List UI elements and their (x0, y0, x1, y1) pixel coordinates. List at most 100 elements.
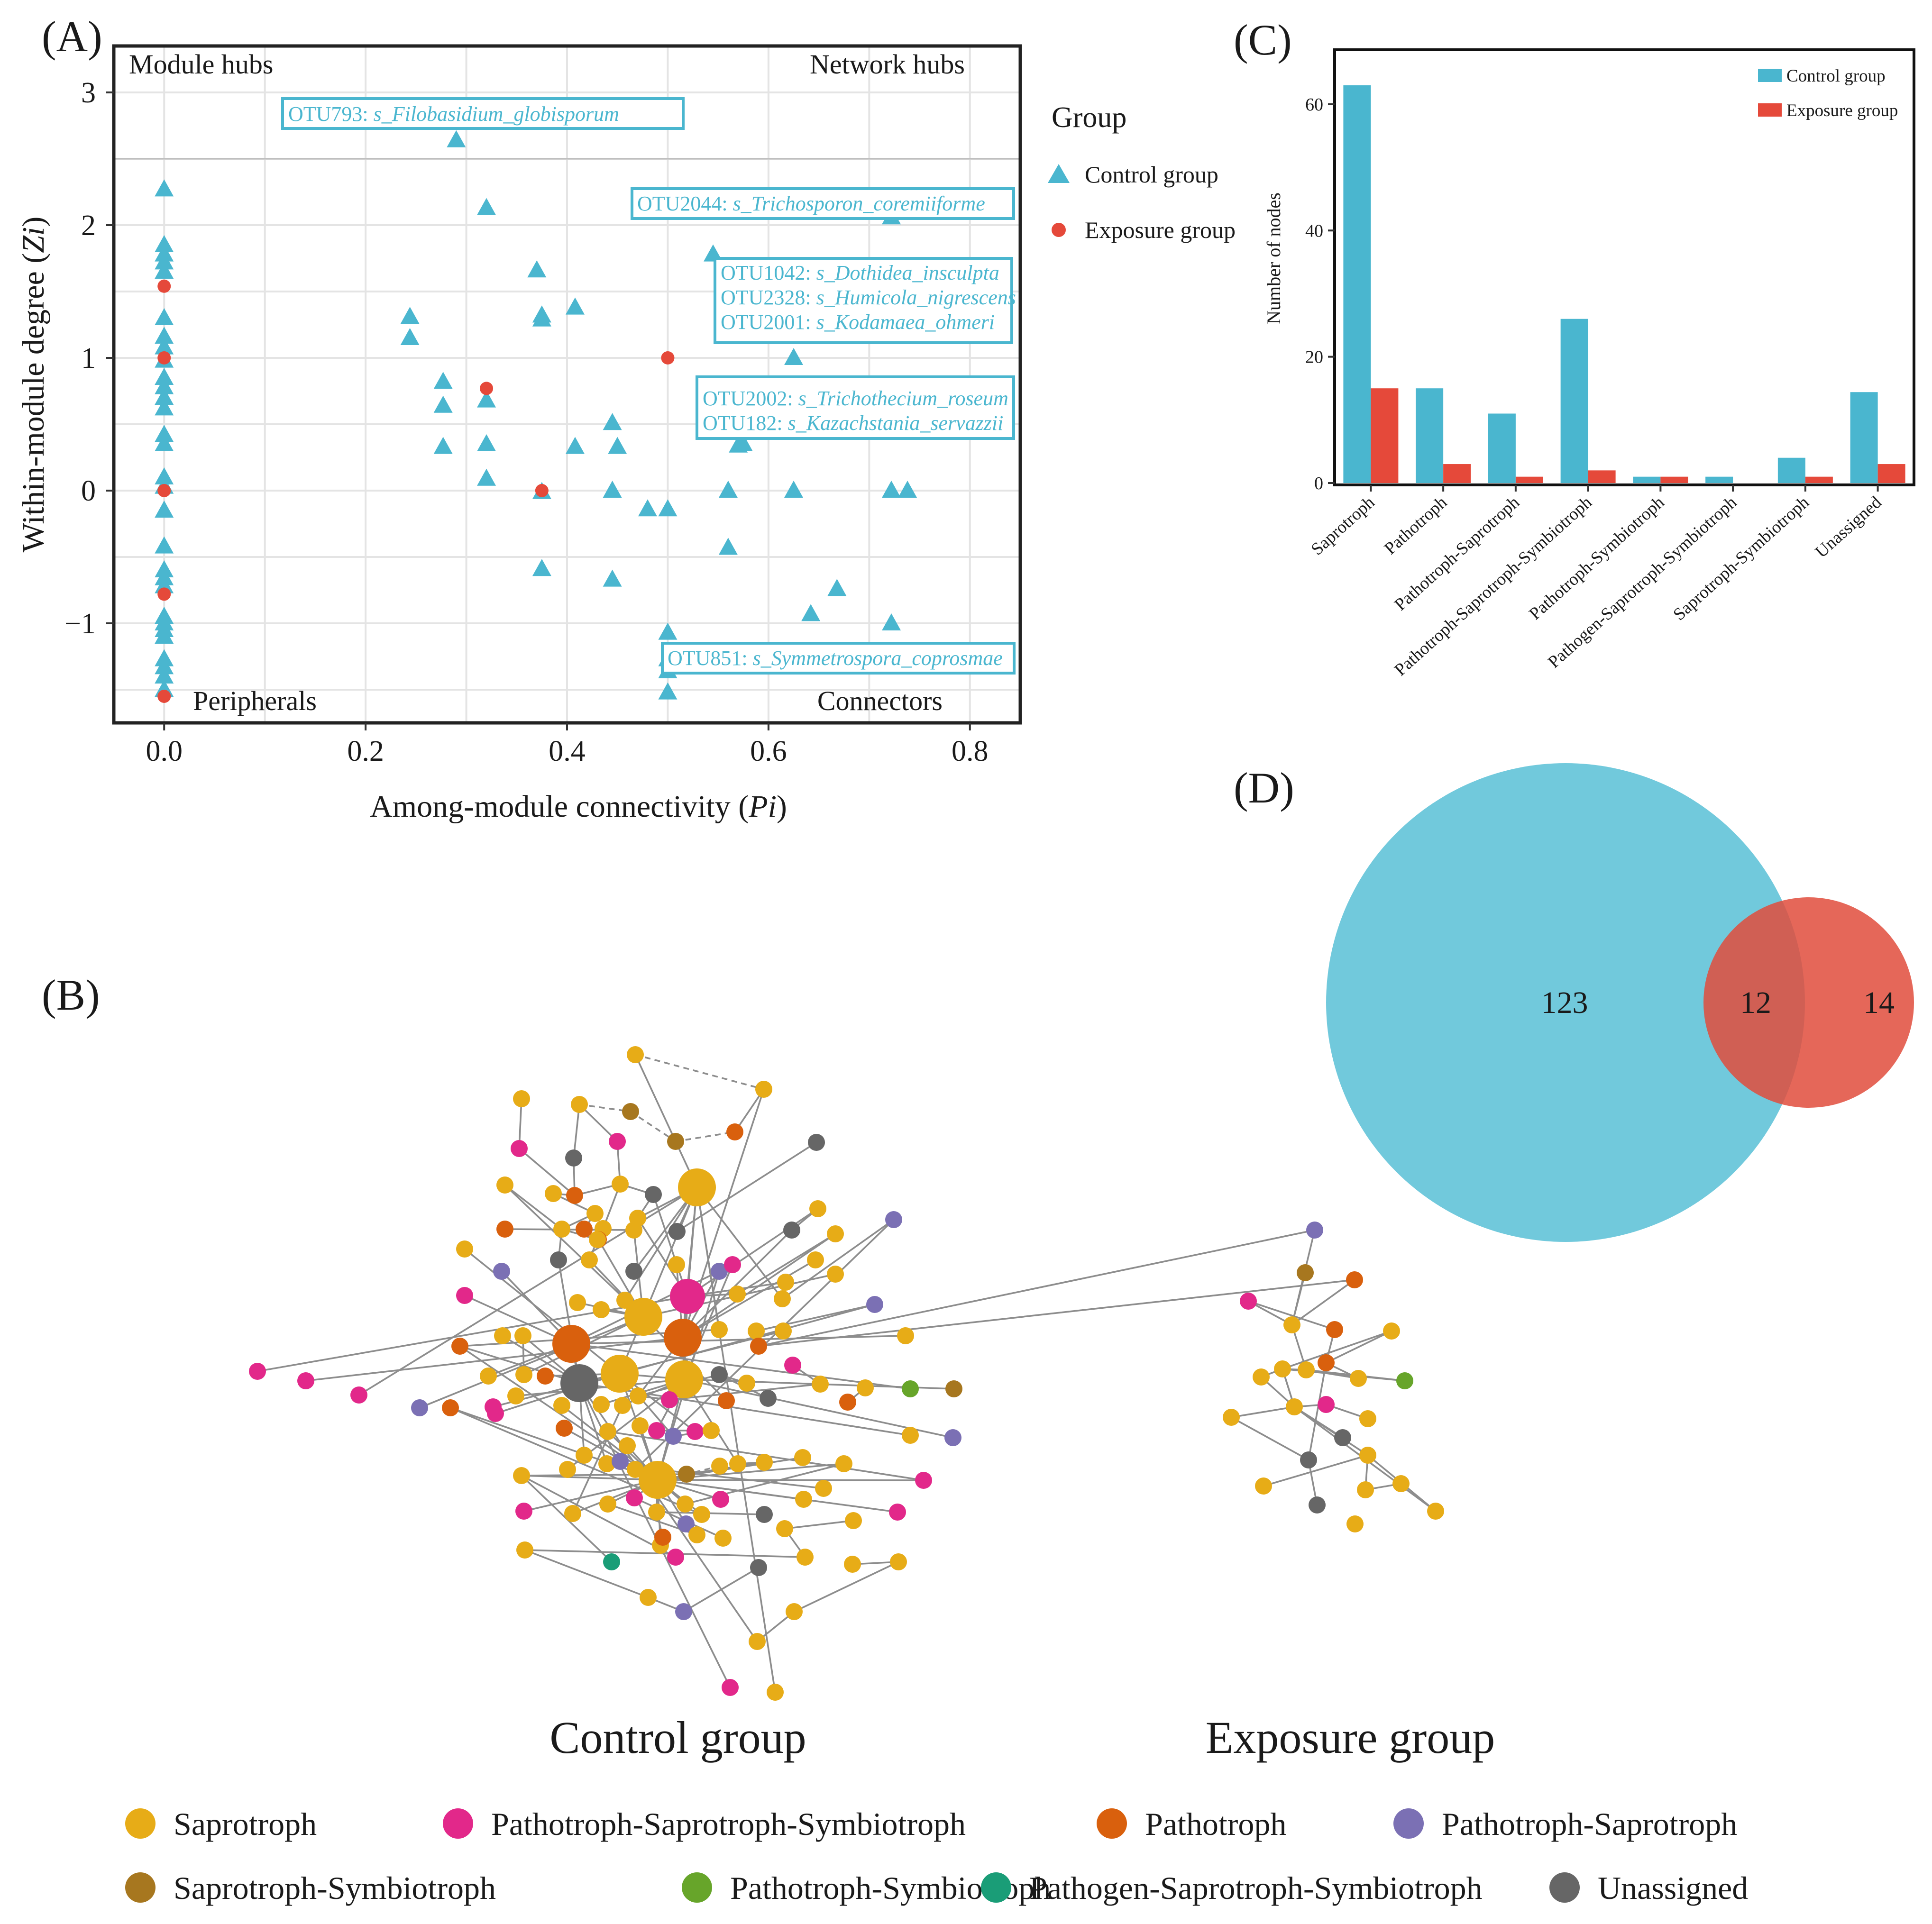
network-edge (419, 1316, 644, 1409)
network-node (442, 1399, 459, 1416)
control-point (155, 252, 174, 270)
network-node (616, 1292, 633, 1309)
network-node (1427, 1503, 1444, 1520)
network-node (774, 1290, 791, 1307)
network-node (627, 1046, 644, 1063)
category-label: Unassigned (1812, 492, 1886, 562)
legend-swatch (443, 1808, 473, 1839)
control-point (477, 468, 496, 486)
control-point (532, 309, 551, 327)
legend-control: Control group (1085, 161, 1218, 188)
network-node (627, 1461, 644, 1478)
network-edge (495, 1373, 620, 1414)
exposure-point (157, 279, 171, 293)
control-point (882, 613, 901, 630)
bar-exposure (1660, 476, 1688, 483)
legend-label: Pathogen-Saprotroph-Symbiotroph (1029, 1870, 1483, 1906)
bar-exposure (1371, 388, 1399, 483)
network-node (456, 1240, 473, 1258)
exposure-point (661, 351, 675, 365)
bar-exposure (1877, 464, 1905, 483)
panel-b-label: (B) (42, 971, 100, 1019)
network-node (784, 1357, 801, 1374)
network-node (703, 1422, 720, 1439)
control-point (801, 604, 821, 621)
network-node (648, 1504, 665, 1521)
callout-species: s_Symmetrospora_coprosmae (753, 647, 1003, 670)
network-node (545, 1185, 562, 1202)
network-node (614, 1397, 631, 1414)
network-node (496, 1221, 513, 1238)
legend-label: Unassigned (1598, 1870, 1748, 1906)
network-node (456, 1287, 473, 1304)
network-node (756, 1454, 773, 1471)
network-node (626, 1489, 643, 1506)
y-tick-label: −1 (64, 608, 96, 640)
panel-a-ticks: 0.0 0.2 0.4 0.6 0.8 −1 0 1 2 3 (64, 77, 988, 767)
network-node (612, 1453, 629, 1470)
network-node (670, 1279, 705, 1314)
network-node (729, 1455, 746, 1472)
network-node (1357, 1481, 1374, 1498)
network-node (599, 1423, 616, 1440)
control-point (608, 437, 627, 454)
network-node (619, 1437, 636, 1454)
network-edge (630, 1111, 676, 1142)
network-edge (524, 1549, 649, 1598)
network-control-title: Control group (549, 1712, 806, 1763)
network-node (749, 1633, 766, 1650)
y-tick-label: 40 (1305, 221, 1323, 241)
legend-label: Saprotroph (174, 1806, 317, 1842)
legend-title: Group (1052, 101, 1126, 134)
control-point (155, 179, 174, 197)
network-nodes (249, 1046, 1444, 1701)
control-point (718, 481, 738, 498)
network-edge (669, 1383, 821, 1401)
network-node (515, 1366, 532, 1383)
network-node (809, 1200, 826, 1217)
network-node (767, 1684, 784, 1701)
network-node (581, 1251, 598, 1268)
legend-swatch (1097, 1808, 1127, 1839)
network-node (668, 1223, 686, 1240)
network-node (553, 1397, 570, 1414)
network-edge (683, 1264, 733, 1380)
network-node (807, 1251, 824, 1268)
network-node (678, 1168, 716, 1206)
network-node (1326, 1321, 1343, 1338)
network-node (808, 1134, 825, 1151)
callout-otu: OTU851: (668, 647, 753, 670)
network-node (1286, 1398, 1303, 1415)
legend-swatch (682, 1872, 712, 1903)
exposure-point (535, 484, 549, 497)
bar-exposure (1515, 476, 1543, 483)
control-point (155, 235, 174, 252)
network-edge (573, 1104, 580, 1158)
network-node (1253, 1368, 1270, 1386)
network-node (786, 1603, 803, 1620)
network-node (564, 1505, 581, 1522)
y-tick-label: 2 (81, 210, 96, 242)
bar-control (1488, 413, 1516, 483)
x-tick-label: 0.2 (347, 735, 384, 767)
y-tick-label: 20 (1305, 347, 1323, 367)
callout-species: s_Kazachstania_servazzii (788, 411, 1004, 435)
bar-control (1343, 85, 1371, 483)
callout-species: s_Dothidea_insculpta (816, 261, 999, 284)
network-node (714, 1530, 732, 1547)
network-node (648, 1422, 665, 1439)
network-node (750, 1559, 767, 1576)
control-point (638, 499, 657, 517)
network-node (756, 1506, 773, 1523)
y-tick-label: 0 (81, 475, 96, 507)
network-node (639, 1461, 677, 1499)
network-node (815, 1480, 832, 1497)
network-node (552, 1325, 590, 1363)
network-node (711, 1458, 728, 1475)
bar-exposure (1588, 470, 1616, 483)
network-node (687, 1423, 704, 1440)
network-node (738, 1375, 755, 1392)
network-edge (1231, 1416, 1309, 1461)
network-legend: Saprotroph Pathotroph-Saprotroph-Symbiotr… (125, 1806, 1748, 1906)
y-tick-label: 0 (1314, 474, 1323, 493)
